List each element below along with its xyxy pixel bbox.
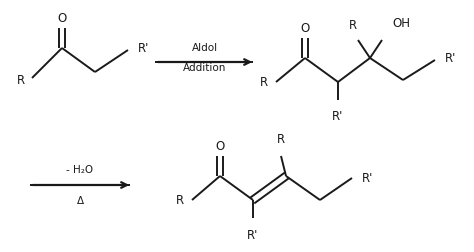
Text: R: R [260,76,268,88]
Text: Aldol: Aldol [192,43,218,53]
Text: Δ: Δ [76,196,83,206]
Text: O: O [215,140,225,152]
Text: O: O [301,21,310,35]
Text: R: R [176,194,184,206]
Text: O: O [57,12,67,24]
Text: R': R' [362,172,374,184]
Text: R: R [349,19,357,32]
Text: R': R' [332,110,344,123]
Text: R': R' [138,42,149,54]
Text: R: R [17,74,25,86]
Text: Addition: Addition [183,63,227,73]
Text: R': R' [445,51,456,65]
Text: R: R [277,133,285,146]
Text: R': R' [247,229,259,242]
Text: OH: OH [392,17,410,30]
Text: - H₂O: - H₂O [66,165,93,175]
